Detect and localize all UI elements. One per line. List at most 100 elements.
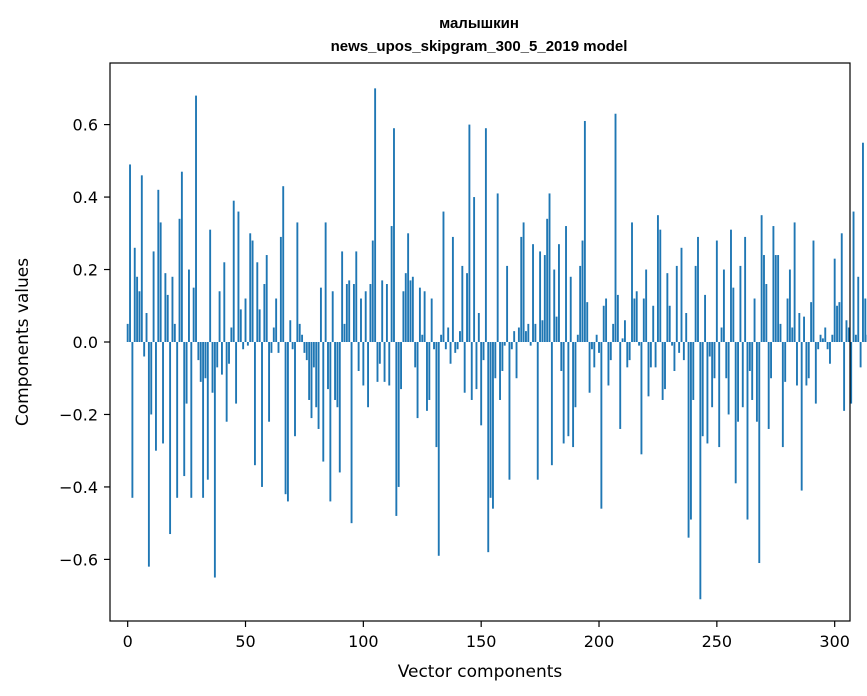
bar <box>763 255 765 342</box>
bar <box>291 342 294 350</box>
bar <box>527 323 530 342</box>
bar <box>796 342 798 386</box>
bar <box>388 342 391 386</box>
bar <box>680 247 683 342</box>
bar <box>451 236 454 342</box>
bar <box>171 276 174 342</box>
bar <box>178 218 181 342</box>
bar <box>221 342 223 375</box>
y-tick-label: 0.4 <box>73 188 98 207</box>
bar <box>423 291 426 342</box>
bar <box>371 240 374 342</box>
bar <box>176 342 179 498</box>
bar <box>555 316 558 342</box>
bar <box>385 284 388 342</box>
bar <box>246 342 249 346</box>
bar <box>767 342 770 429</box>
bar <box>378 342 381 364</box>
bar <box>206 342 209 480</box>
bar <box>591 342 593 350</box>
bar <box>581 240 584 342</box>
bar <box>826 342 829 350</box>
bar <box>720 327 723 342</box>
bar <box>777 255 780 342</box>
bar <box>852 211 855 342</box>
bar <box>284 342 287 495</box>
bar <box>369 284 372 342</box>
bar <box>268 342 271 422</box>
bar <box>317 342 320 429</box>
bar <box>845 320 848 342</box>
bar <box>393 128 395 342</box>
bar <box>638 342 641 346</box>
bar <box>180 171 183 342</box>
bar <box>204 342 207 379</box>
bar <box>640 342 643 455</box>
bar <box>143 342 146 357</box>
bar <box>548 193 551 342</box>
bar <box>225 342 228 422</box>
bar <box>235 342 238 404</box>
bar <box>614 113 617 343</box>
bar <box>847 327 850 342</box>
bar <box>539 251 542 342</box>
bar <box>621 338 624 342</box>
bar <box>265 255 268 342</box>
bar <box>786 298 789 342</box>
bar <box>673 342 676 371</box>
bar <box>489 342 492 498</box>
bar <box>656 215 659 342</box>
bar <box>864 298 867 342</box>
bar <box>162 342 164 444</box>
bar <box>466 273 468 342</box>
bar <box>482 342 485 361</box>
bar <box>329 342 332 502</box>
bar <box>579 265 582 342</box>
bar <box>192 287 195 342</box>
bar <box>159 222 162 342</box>
y-tick-label: 0.6 <box>73 116 98 135</box>
bar <box>748 342 751 371</box>
bar <box>810 302 813 342</box>
bar <box>567 342 570 437</box>
bar <box>553 269 556 342</box>
bar <box>718 342 721 448</box>
bar <box>211 342 214 393</box>
bar <box>185 342 188 404</box>
bar <box>711 342 714 408</box>
bar <box>628 342 631 361</box>
bar <box>133 247 136 342</box>
bar <box>357 342 360 371</box>
bar <box>416 342 419 419</box>
bar <box>164 273 167 342</box>
bar <box>770 342 772 379</box>
bar <box>244 298 247 342</box>
bar <box>426 342 428 411</box>
bar <box>440 334 443 342</box>
bar <box>454 342 457 353</box>
bar <box>550 342 553 466</box>
bar <box>506 265 509 342</box>
bar <box>654 342 657 368</box>
bar <box>376 342 379 382</box>
bar <box>722 269 725 342</box>
bar <box>459 331 461 342</box>
bar <box>468 124 471 342</box>
bar <box>253 342 256 466</box>
bar <box>576 334 579 342</box>
x-tick-label: 250 <box>702 632 733 651</box>
bar <box>765 284 768 342</box>
bar <box>341 251 344 342</box>
bar <box>258 309 261 342</box>
bar <box>496 193 499 342</box>
bar <box>230 327 233 342</box>
bar <box>840 233 843 342</box>
bar <box>272 327 275 342</box>
bar <box>520 236 523 342</box>
bar <box>324 222 327 342</box>
bar <box>803 316 805 342</box>
bar <box>442 211 445 342</box>
bar <box>157 189 160 342</box>
bar <box>277 342 280 353</box>
bar <box>862 142 864 342</box>
